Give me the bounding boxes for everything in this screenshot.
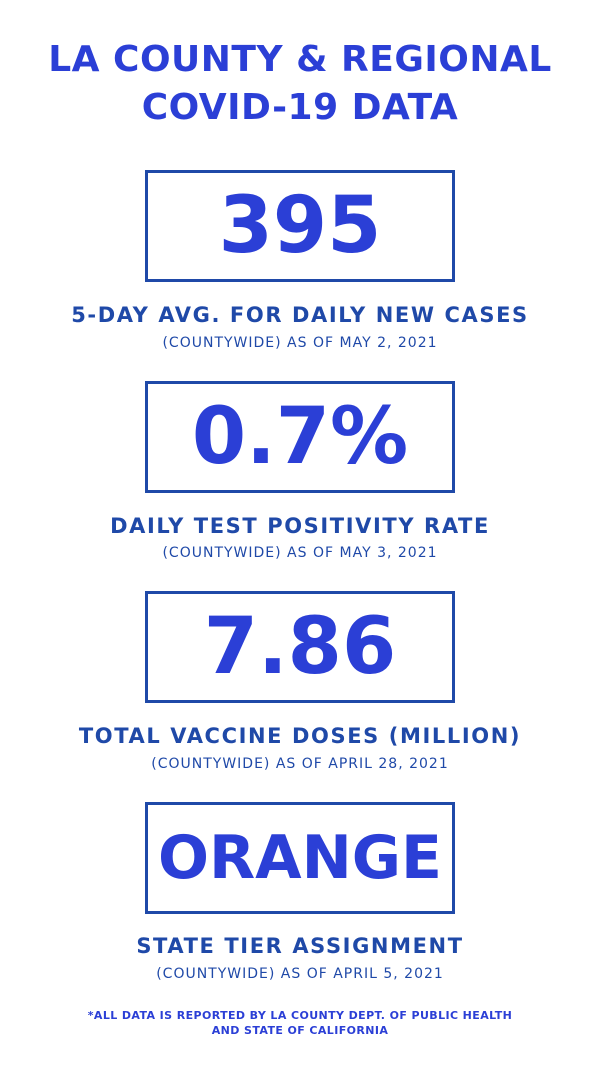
new-cases-box: 395: [145, 170, 455, 282]
positivity-box: 0.7%: [145, 381, 455, 493]
tier-box: ORANGE: [145, 802, 455, 914]
title-line-1: LA COUNTY & REGIONAL: [48, 39, 552, 80]
title-line-2: COVID-19 DATA: [141, 87, 459, 128]
vaccine-doses-box: 7.86: [145, 591, 455, 703]
vaccine-doses-label: TOTAL VACCINE DOSES (MILLION): [78, 724, 522, 748]
new-cases-label: 5-DAY AVG. FOR DAILY NEW CASES: [71, 303, 529, 327]
tier-label: STATE TIER ASSIGNMENT: [136, 934, 464, 958]
new-cases-date: (COUNTYWIDE) AS OF MAY 2, 2021: [162, 335, 438, 351]
positivity-label: DAILY TEST POSITIVITY RATE: [110, 514, 490, 538]
tier-date: (COUNTYWIDE) AS OF APRIL 5, 2021: [156, 966, 444, 982]
new-cases-value: 395: [218, 181, 382, 271]
page-title: LA COUNTY & REGIONAL COVID-19 DATA: [0, 36, 600, 132]
footnote-line-1: *ALL DATA IS REPORTED BY LA COUNTY DEPT.…: [87, 1009, 513, 1022]
positivity-value: 0.7%: [191, 392, 409, 482]
positivity-date: (COUNTYWIDE) AS OF MAY 3, 2021: [162, 545, 438, 561]
vaccine-doses-value: 7.86: [203, 602, 397, 692]
footnote-line-2: AND STATE OF CALIFORNIA: [211, 1024, 389, 1037]
data-source-footnote: *ALL DATA IS REPORTED BY LA COUNTY DEPT.…: [0, 1008, 600, 1038]
vaccine-doses-date: (COUNTYWIDE) AS OF APRIL 28, 2021: [151, 756, 449, 772]
tier-value: ORANGE: [157, 823, 443, 893]
